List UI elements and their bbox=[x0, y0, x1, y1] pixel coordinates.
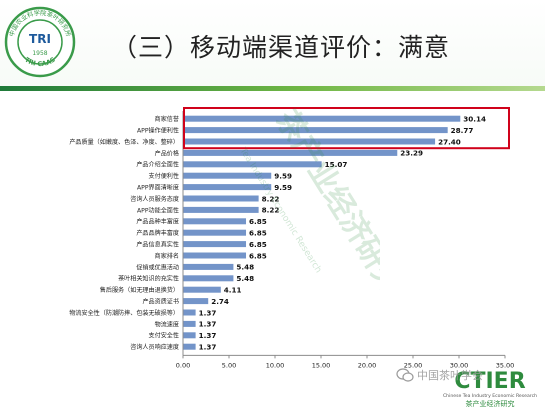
value-label-0: 30.14 bbox=[463, 115, 486, 124]
category-label-6: APP界面清晰度 bbox=[137, 184, 179, 192]
highlight-box bbox=[183, 107, 510, 150]
category-label-2: 产品质量（如嫩度、色泽、净度、整碎） bbox=[69, 138, 179, 146]
wechat-credit: 中国茶叶学会 bbox=[396, 368, 483, 382]
value-labels: 30.14 28.77 27.40 23.29 15.07 9.59 9.59 8.22 8.2… bbox=[199, 115, 486, 352]
category-label-20: 咨询人员响应速度 bbox=[130, 343, 179, 351]
bar-14 bbox=[183, 275, 234, 282]
bar-4 bbox=[183, 161, 322, 168]
bar-11 bbox=[183, 241, 247, 248]
category-label-19: 支付安全性 bbox=[149, 332, 179, 340]
x-tick-label-2: 10.00 bbox=[266, 361, 285, 369]
bar-17 bbox=[183, 309, 196, 316]
value-label-9: 6.85 bbox=[249, 217, 267, 226]
category-label-9: 产品品种丰富度 bbox=[136, 218, 179, 226]
x-tick-label-7: 35.00 bbox=[496, 361, 515, 369]
value-label-8: 8.22 bbox=[262, 206, 280, 215]
bar-16 bbox=[183, 298, 209, 305]
value-label-4: 15.07 bbox=[325, 160, 348, 169]
category-label-4: 产品介绍全面性 bbox=[136, 161, 179, 169]
footer-logo-cn: 茶产业经济研究 bbox=[466, 399, 515, 408]
bar-5 bbox=[183, 172, 272, 179]
x-axis: 0.00 5.00 10.00 15.00 20.00 25.00 30.00 35.00 bbox=[176, 111, 515, 369]
bar-3 bbox=[183, 149, 398, 156]
x-tick-label-4: 20.00 bbox=[358, 361, 377, 369]
header-rule bbox=[0, 86, 545, 91]
value-label-10: 6.85 bbox=[249, 229, 267, 238]
value-label-12: 6.85 bbox=[249, 251, 267, 260]
header-band bbox=[0, 0, 545, 86]
wechat-credit-text: 中国茶叶学会 bbox=[417, 368, 483, 382]
category-label-11: 产品信息真实性 bbox=[136, 241, 179, 249]
bar-1 bbox=[183, 127, 448, 134]
category-label-16: 产品资质证书 bbox=[142, 298, 179, 306]
value-label-1: 28.77 bbox=[451, 126, 474, 135]
bar-18 bbox=[183, 320, 196, 327]
institute-logo: 中国农业科学院茶叶研究所 TRI 1958 TRI CAAS bbox=[4, 6, 76, 78]
value-label-20: 1.37 bbox=[199, 343, 217, 352]
logo-bottom-text: TRI CAAS bbox=[23, 55, 57, 68]
category-label-3: 产品价格 bbox=[155, 149, 179, 157]
category-label-5: 支付便利性 bbox=[149, 172, 179, 180]
x-tick-label-3: 15.00 bbox=[312, 361, 331, 369]
bar-0 bbox=[183, 115, 461, 122]
value-label-11: 6.85 bbox=[249, 240, 267, 249]
bar-15 bbox=[183, 286, 221, 293]
category-label-7: 咨询人员服务态度 bbox=[130, 195, 179, 203]
category-label-13: 促销或优惠活动 bbox=[136, 263, 179, 271]
wechat-icon bbox=[396, 368, 414, 382]
value-label-2: 27.40 bbox=[438, 137, 461, 146]
category-label-1: APP操作便利性 bbox=[137, 127, 179, 135]
value-label-14: 5.48 bbox=[236, 274, 254, 283]
bar-8 bbox=[183, 206, 259, 213]
category-label-14: 茶叶相关知识的充实性 bbox=[118, 275, 179, 283]
value-label-5: 9.59 bbox=[274, 172, 292, 181]
category-label-15: 售后服务（如无理由退换货） bbox=[100, 286, 179, 294]
category-label-12: 商家排名 bbox=[155, 252, 179, 260]
bar-19 bbox=[183, 332, 196, 339]
value-label-17: 1.37 bbox=[199, 308, 217, 317]
x-tick-label-0: 0.00 bbox=[176, 361, 190, 369]
x-tick-label-1: 5.00 bbox=[222, 361, 236, 369]
logo-inner-ring bbox=[17, 19, 63, 65]
value-label-13: 5.48 bbox=[236, 263, 254, 272]
x-tick-label-6: 30.00 bbox=[450, 361, 469, 369]
bar-9 bbox=[183, 218, 247, 225]
bar-20 bbox=[183, 343, 196, 350]
bar-2 bbox=[183, 138, 436, 145]
value-label-6: 9.59 bbox=[274, 183, 292, 192]
bar-7 bbox=[183, 195, 259, 202]
value-label-7: 8.22 bbox=[262, 194, 280, 203]
bar-12 bbox=[183, 252, 247, 259]
bar-13 bbox=[183, 263, 234, 270]
category-label-0: 商家信誉 bbox=[155, 115, 179, 123]
bar-6 bbox=[183, 184, 272, 191]
footer-logo-text: CTIER bbox=[454, 369, 525, 394]
logo-center-text: TRI bbox=[29, 32, 51, 46]
value-label-16: 2.74 bbox=[211, 297, 229, 306]
value-label-19: 1.37 bbox=[199, 331, 217, 340]
category-label-10: 产品品牌丰富度 bbox=[136, 229, 179, 237]
slide-title: （三）移动端渠道评价：满意 bbox=[112, 33, 451, 62]
category-label-8: APP功能全面性 bbox=[137, 206, 179, 214]
x-tick-label-5: 25.00 bbox=[404, 361, 423, 369]
bars-layer bbox=[183, 115, 461, 350]
logo-year: 1958 bbox=[32, 50, 47, 57]
footer-logo: CTIER Chinese Tea Industry Economic Rese… bbox=[443, 369, 537, 408]
value-label-15: 4.11 bbox=[224, 286, 242, 295]
footer-logo-en: Chinese Tea Industry Economic Research bbox=[443, 393, 537, 399]
bar-10 bbox=[183, 229, 247, 236]
value-label-3: 23.29 bbox=[400, 149, 423, 158]
category-label-17: 物流安全性（防潮防摔、包装无破损等） bbox=[69, 309, 179, 317]
value-label-18: 1.37 bbox=[199, 320, 217, 329]
category-label-18: 物流速度 bbox=[155, 320, 179, 328]
